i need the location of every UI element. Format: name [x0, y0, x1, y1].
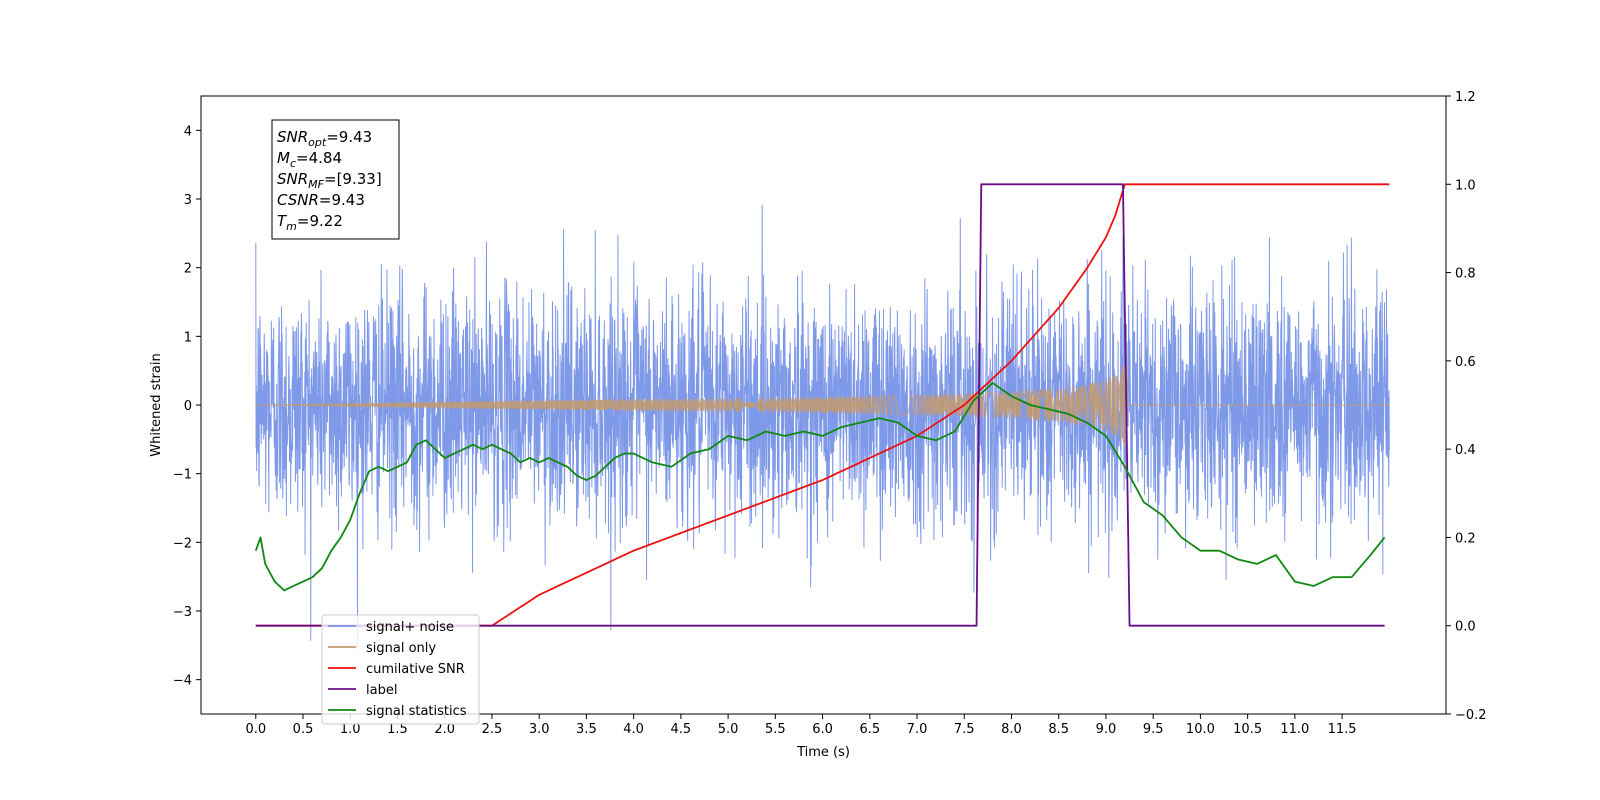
x-tick-label: 8.5 [1048, 722, 1069, 737]
series-signal-statistics-line [254, 382, 1386, 592]
annotation-subscript: c [290, 157, 296, 170]
series-label-line [255, 183, 1385, 627]
annotation-value: =[9.33] [324, 170, 382, 188]
y-tick-label: −4 [173, 674, 192, 689]
annotation-line: Tm=9.22 [277, 212, 343, 233]
y2-tick-label: 1.2 [1455, 90, 1476, 105]
annotation-symbol: SNR [277, 170, 308, 188]
x-tick-label: 7.5 [954, 722, 975, 737]
x-tick-label: 4.5 [671, 722, 692, 737]
annotation-symbol: SNR [277, 128, 308, 146]
x-tick-label: 5.5 [765, 722, 786, 737]
annotation-symbol: M [277, 149, 290, 167]
x-tick-label: 8.0 [1001, 722, 1022, 737]
y-tick-label: −2 [173, 536, 192, 551]
y-tick-label: 0 [184, 399, 192, 414]
x-tick-label: 11.5 [1328, 722, 1357, 737]
annotation-line: SNRMF=[9.33] [277, 170, 382, 191]
legend-frame [321, 614, 480, 725]
y-axis-label: Whitened strain [149, 353, 164, 456]
legend-label: signal only [366, 641, 436, 656]
y2-tick-label: 1.0 [1455, 178, 1476, 193]
x-tick-label: 1.0 [340, 722, 361, 737]
y-tick-label: −3 [173, 605, 192, 620]
y-tick-label: 2 [184, 262, 192, 277]
annotation-value: =9.43 [326, 128, 372, 146]
axes: 0.0 0.5 1.0 1.5 2.0 2.5 3.0 3.5 4.0 4.5 5.0 5.5 6.0 6… [173, 90, 1487, 737]
legend-label: signal statistics [366, 704, 467, 719]
y-tick-label: −1 [173, 468, 192, 483]
annotation-line: Mc=4.84 [277, 149, 342, 170]
x-tick-label: 2.5 [482, 722, 503, 737]
x-tick-label: 5.0 [718, 722, 739, 737]
annotation-symbol: CSNR [277, 191, 319, 209]
y2-tick-label: −0.2 [1455, 708, 1487, 723]
legend-label: label [366, 683, 397, 698]
x-tick-label: 9.0 [1096, 722, 1117, 737]
series-signal-only-line [255, 362, 1390, 449]
x-tick-label: 1.5 [387, 722, 408, 737]
annotation-value: =4.84 [296, 149, 342, 167]
y-tick-label: 3 [184, 193, 192, 208]
annotation-subscript: m [286, 220, 297, 233]
annotation-line: SNRopt=9.43 [277, 128, 372, 149]
y2-tick-label: 0.4 [1455, 443, 1476, 458]
x-tick-label: 0.5 [293, 722, 314, 737]
x-tick-label: 10.5 [1233, 722, 1262, 737]
x-tick-label: 3.0 [529, 722, 550, 737]
annotation-frame [271, 119, 400, 240]
legend-label: signal+ noise [366, 620, 454, 635]
annotation-symbol: T [277, 212, 288, 230]
y2-tick-label: 0.8 [1455, 267, 1476, 282]
x-tick-label: 0.0 [245, 722, 266, 737]
x-tick-label: 2.0 [434, 722, 455, 737]
x-tick-label: 4.0 [623, 722, 644, 737]
x-tick-label: 11.0 [1280, 722, 1309, 737]
annotation-line: CSNR=9.43 [277, 191, 365, 209]
x-tick-label: 6.5 [859, 722, 880, 737]
x-tick-label: 10.0 [1186, 722, 1215, 737]
y2-tick-label: 0.0 [1455, 620, 1476, 635]
y-tick-label: 1 [184, 330, 192, 345]
legend: signal+ noise signal only cumilative SNR la… [321, 614, 480, 725]
y-tick-label: 4 [184, 124, 192, 139]
y2-tick-label: 0.2 [1455, 531, 1476, 546]
x-tick-label: 6.0 [812, 722, 833, 737]
series-signal-noise-line [255, 204, 1390, 650]
annotation-subscript: MF [308, 178, 324, 191]
x-tick-label: 7.0 [907, 722, 928, 737]
annotation-value: =9.43 [319, 191, 365, 209]
legend-label: cumilative SNR [366, 662, 465, 677]
y2-tick-label: 0.6 [1455, 355, 1476, 370]
x-axis-label: Time (s) [796, 745, 850, 760]
annotation-box: SNRopt=9.43Mc=4.84SNRMF=[9.33]CSNR=9.43T… [271, 119, 400, 240]
x-tick-label: 3.5 [576, 722, 597, 737]
x-tick-label: 9.5 [1143, 722, 1164, 737]
annotation-subscript: opt [308, 136, 327, 149]
annotation-value: =9.22 [297, 212, 343, 230]
